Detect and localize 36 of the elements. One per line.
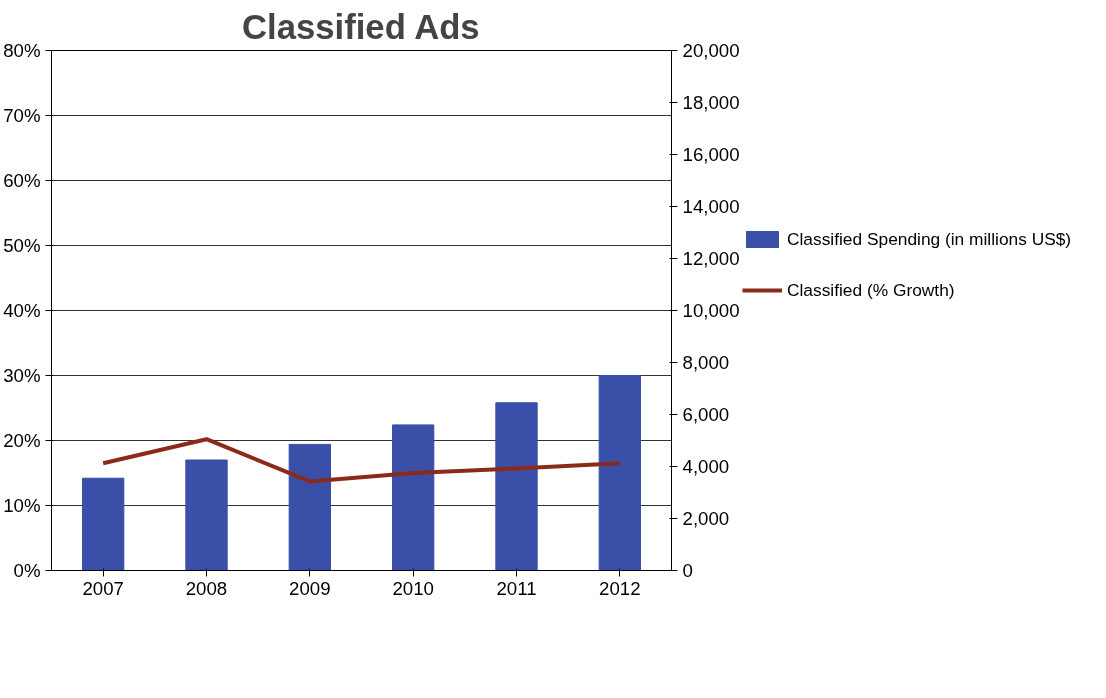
y2-tick-label: 0 (682, 560, 693, 581)
y2-tick-label: 14,000 (682, 196, 740, 217)
y2-tick-label: 8,000 (682, 352, 730, 373)
bar (185, 459, 228, 571)
y2-tick-label: 20,000 (682, 40, 740, 61)
legend-label: Classified Spending (in millions US$) (787, 228, 1072, 250)
y-tick-label: 20% (3, 430, 41, 451)
y-tick-label: 30% (3, 365, 41, 386)
y2-tick-label: 2,000 (682, 508, 730, 529)
x-tick-label: 2007 (82, 577, 124, 599)
y-tick-label: 80% (3, 40, 41, 61)
bar (82, 477, 125, 571)
x-tick-label: 2011 (496, 577, 537, 599)
bar (598, 375, 641, 571)
line-series (101, 437, 622, 484)
y-tick-label: 70% (3, 105, 41, 126)
y-tick-label: 0% (13, 560, 41, 581)
bar (288, 443, 331, 571)
y-tick-label: 60% (3, 170, 41, 191)
y2-tick-label: 12,000 (682, 248, 740, 269)
legend-label: Classified (% Growth) (787, 279, 955, 301)
x-tick-label: 2012 (599, 577, 641, 599)
x-tick-label: 2008 (185, 577, 228, 599)
bar (392, 424, 435, 571)
y2-tick-label: 10,000 (682, 300, 740, 321)
y-tick-label: 40% (3, 300, 41, 321)
chart-title: Classified Ads (242, 7, 480, 46)
y-tick-label: 50% (3, 235, 41, 256)
y2-tick-label: 4,000 (682, 456, 730, 477)
y2-tick-label: 16,000 (682, 144, 740, 165)
y-tick-label: 10% (3, 495, 41, 516)
x-tick-label: 2009 (289, 577, 331, 599)
x-tick-label: 2010 (392, 577, 434, 599)
y2-tick-label: 6,000 (682, 404, 730, 425)
bar (495, 402, 538, 571)
y2-tick-label: 18,000 (682, 92, 740, 113)
